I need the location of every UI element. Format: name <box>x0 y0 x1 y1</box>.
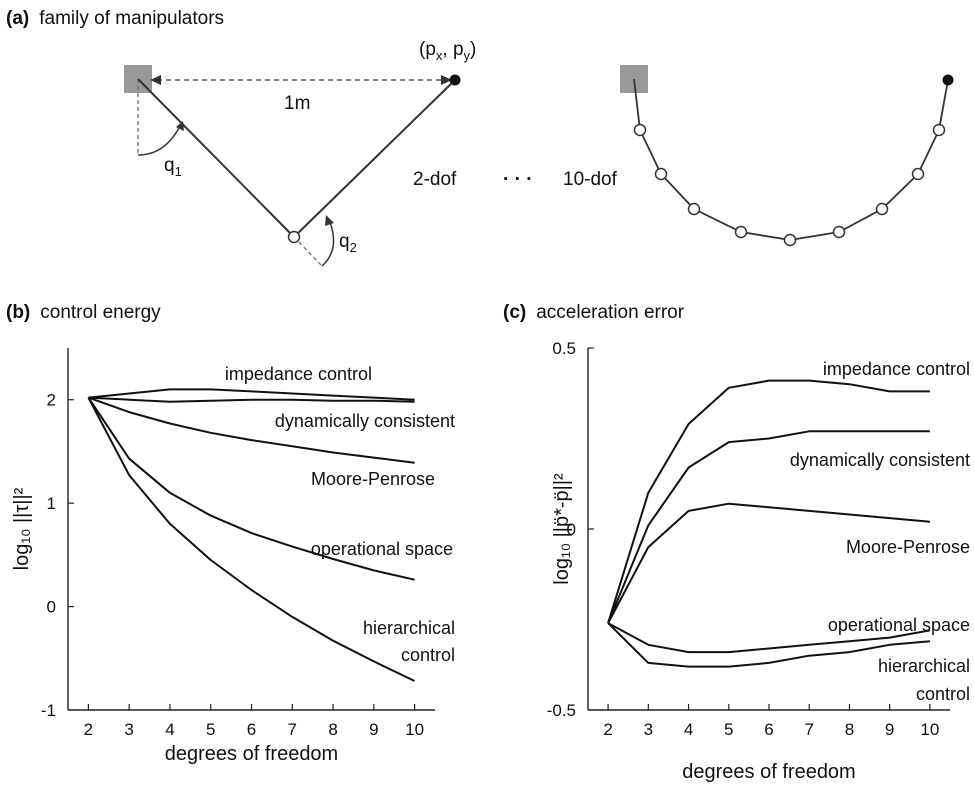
joint <box>783 233 797 247</box>
x-tick-label: 6 <box>764 720 773 739</box>
joint <box>911 167 925 181</box>
x-tick-label: 7 <box>288 720 297 739</box>
q1-arrowhead <box>176 121 184 131</box>
q2-arrowhead <box>325 215 334 226</box>
x-tick-label: 8 <box>328 720 337 739</box>
y-axis-label: log₁₀ ||τ||² <box>11 487 33 570</box>
ellipsis: · · · <box>503 169 533 190</box>
panel-c-label: (c) acceleration error <box>503 302 685 323</box>
series-label: control <box>916 684 970 704</box>
y-tick-label: -0.5 <box>547 701 576 720</box>
joint <box>932 123 946 137</box>
series-line-operational-space <box>607 622 931 654</box>
arrowhead-left <box>150 75 161 85</box>
chain-10dof <box>633 78 949 241</box>
panel-c: (c) acceleration error 2 3 4 5 6 7 8 9 10 -0.5 0 0.5… <box>503 302 970 783</box>
label-2dof: 2-dof <box>413 169 457 190</box>
y-tick-label: -1 <box>41 701 56 720</box>
series-label: control <box>401 645 455 665</box>
x-tick-label: 8 <box>845 720 854 739</box>
joint <box>654 167 668 181</box>
panel-b-label: (b) control energy <box>6 302 161 323</box>
panel-b: (b) control energy 2 3 4 5 6 7 8 9 10 -1 0 1 2 degrees… <box>6 302 455 765</box>
label-10dof: 10-dof <box>563 169 618 190</box>
x-tick-label: 5 <box>724 720 733 739</box>
target-label: (px, py) <box>419 39 476 63</box>
y-tick-label: 0.5 <box>552 339 576 358</box>
series-line-hierarchical-control <box>87 397 416 682</box>
joint <box>832 225 846 239</box>
series-label: operational space <box>828 615 970 635</box>
series-label: dynamically consistent <box>275 411 455 431</box>
series-line-dynamically-consistent <box>88 396 415 403</box>
x-tick-label: 7 <box>804 720 813 739</box>
series-label: impedance control <box>225 364 372 384</box>
link-2 <box>293 79 456 238</box>
q2-angle-arc <box>321 221 335 267</box>
series-line-hierarchical-control <box>607 622 930 668</box>
x-tick-label: 5 <box>206 720 215 739</box>
joint <box>875 202 889 216</box>
end-effector-dot-10dof <box>942 74 954 86</box>
x-tick-label: 4 <box>684 720 693 739</box>
series-line-impedance-control <box>88 388 415 401</box>
series-line-moore-penrose <box>88 396 415 464</box>
panel-a-letter: (a) <box>6 8 29 29</box>
x-tick-label: 3 <box>644 720 653 739</box>
series-label: operational space <box>311 539 453 559</box>
x-tick-label: 9 <box>369 720 378 739</box>
x-tick-label: 6 <box>247 720 256 739</box>
series-label: Moore-Penrose <box>311 469 435 489</box>
x-tick-label: 4 <box>165 720 174 739</box>
joint <box>734 225 748 239</box>
chart-acceleration-error: 2 3 4 5 6 7 8 9 10 -0.5 0 0.5 degrees of freedom log₁… <box>547 339 970 783</box>
x-tick-label: 10 <box>920 720 939 739</box>
distance-label: 1m <box>284 93 310 114</box>
panel-a-label: (a) family of manipulators <box>6 8 224 29</box>
q1-angle-arc <box>137 125 181 156</box>
y-tick-label: 0 <box>47 598 56 617</box>
x-tick-label: 9 <box>885 720 894 739</box>
series-label: hierarchical <box>363 618 455 638</box>
joint <box>687 202 701 216</box>
x-axis-label: degrees of freedom <box>682 761 855 783</box>
y-axis-label: log₁₀ ||p̈*-p̈||² <box>551 473 573 585</box>
y-tick-label: 1 <box>47 494 56 513</box>
series-line-moore-penrose <box>607 502 930 624</box>
joints-10dof <box>633 123 946 247</box>
chart-control-energy: 2 3 4 5 6 7 8 9 10 -1 0 1 2 degrees of freedom log₁₀ |… <box>11 348 455 765</box>
q1-label: q1 <box>164 155 182 179</box>
x-tick-label: 2 <box>603 720 612 739</box>
series-label: Moore-Penrose <box>846 537 970 557</box>
end-effector-dot <box>449 74 461 86</box>
q2-label: q2 <box>339 231 357 255</box>
panel-a: (a) family of manipulators 1m q1 q2 (px, … <box>6 8 954 267</box>
x-tick-label: 2 <box>84 720 93 739</box>
joint-2 <box>287 230 301 244</box>
series-label: hierarchical <box>878 656 970 676</box>
joint <box>633 123 647 137</box>
series-label: impedance control <box>823 359 970 379</box>
series-line-dynamically-consistent <box>607 430 930 624</box>
series-label: dynamically consistent <box>790 450 970 470</box>
series-line-operational-space <box>87 397 415 581</box>
x-axis-label: degrees of freedom <box>165 743 338 765</box>
series-line-impedance-control <box>607 379 930 624</box>
x-tick-label: 10 <box>405 720 424 739</box>
x-tick-label: 3 <box>124 720 133 739</box>
link-1 <box>137 78 295 238</box>
y-tick-label: 2 <box>47 391 56 410</box>
y-tick-label: 0 <box>567 520 576 539</box>
arrowhead-right <box>441 75 452 85</box>
panel-a-title: family of manipulators <box>39 8 224 29</box>
